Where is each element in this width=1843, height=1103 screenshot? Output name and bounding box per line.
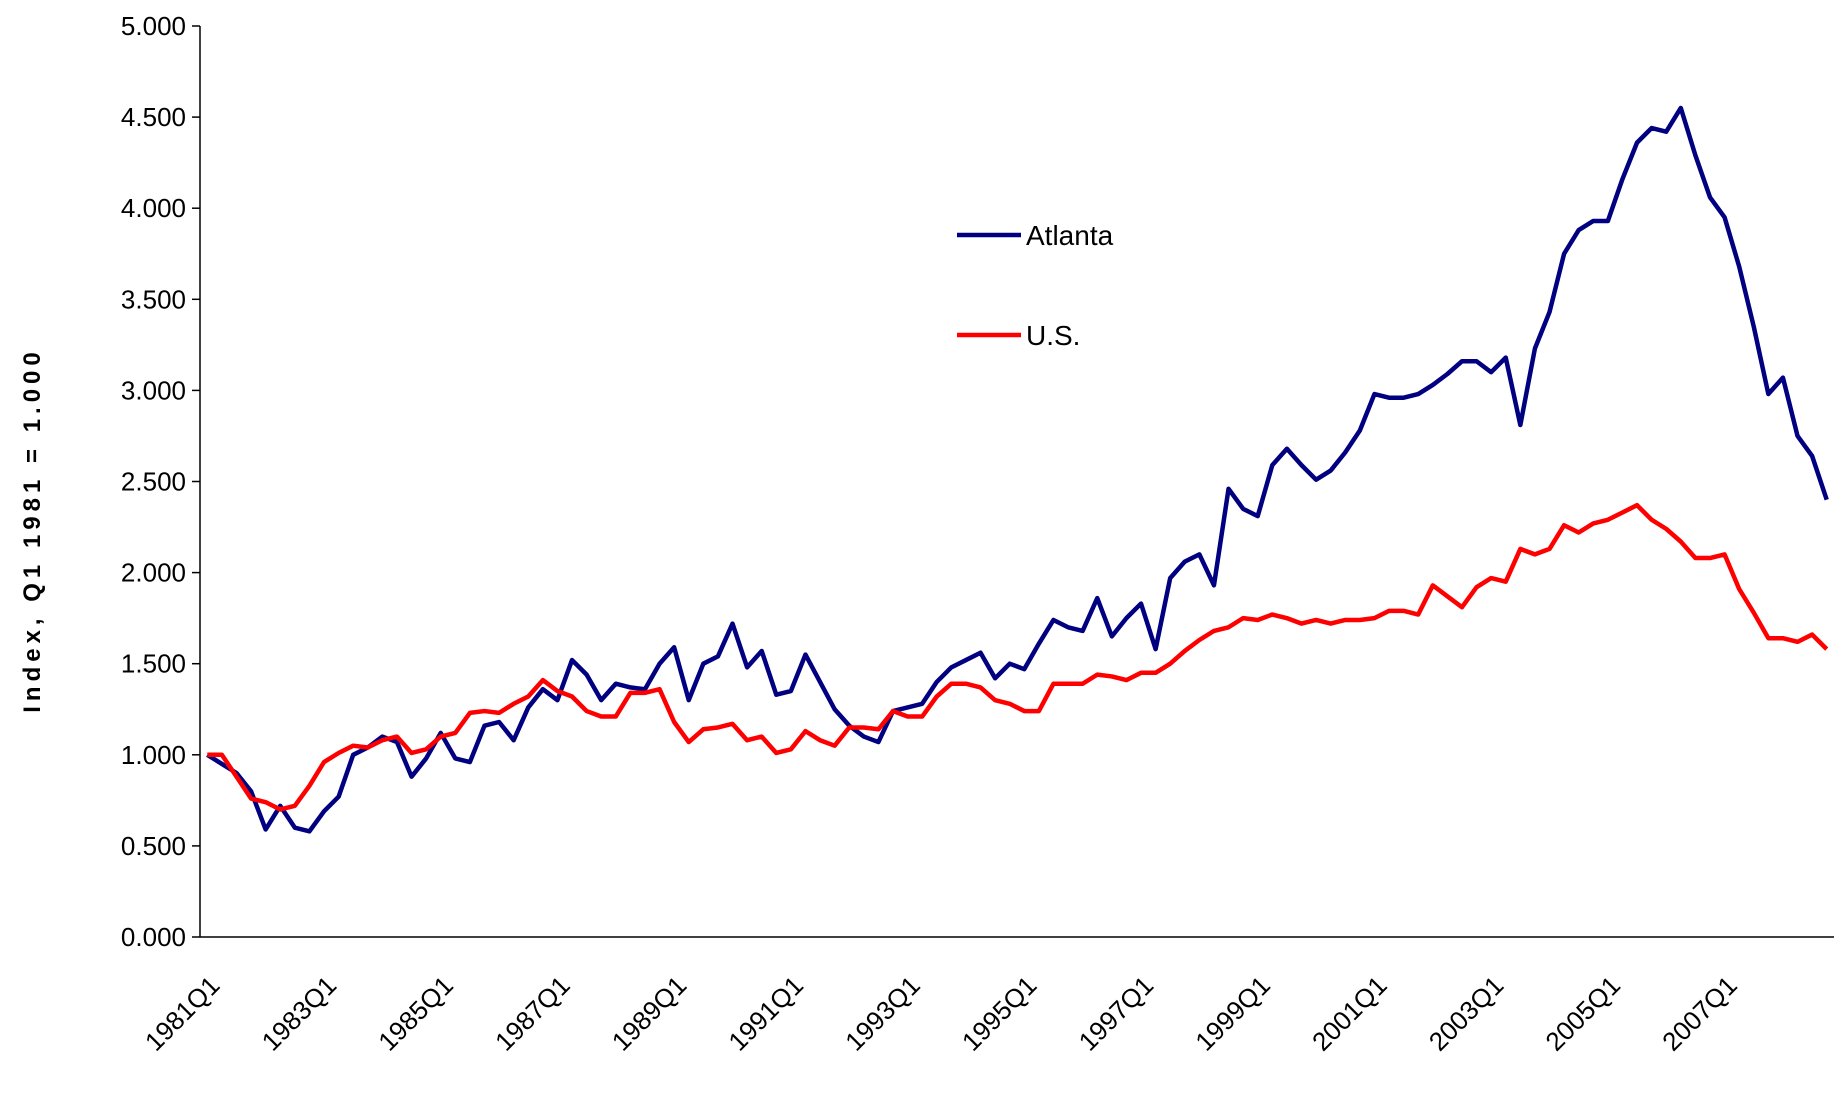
x-tick-label: 1993Q1 (839, 970, 926, 1057)
y-tick-label: 4.500 (121, 102, 186, 132)
y-tick-label: 4.000 (121, 193, 186, 223)
y-tick-label: 1.000 (121, 740, 186, 770)
x-tick-label: 1981Q1 (139, 970, 226, 1057)
x-tick-label: 1983Q1 (256, 970, 343, 1057)
y-tick-label: 3.500 (121, 284, 186, 314)
x-tick-label: 2005Q1 (1539, 970, 1626, 1057)
x-tick-label: 2003Q1 (1423, 970, 1510, 1057)
x-tick-label: 2001Q1 (1306, 970, 1393, 1057)
y-tick-label: 2.500 (121, 467, 186, 497)
x-tick-label: 1989Q1 (606, 970, 693, 1057)
y-tick-label: 0.000 (121, 922, 186, 952)
legend-label: U.S. (1026, 320, 1080, 351)
legend-label: Atlanta (1026, 220, 1114, 251)
x-tick-label: 1987Q1 (489, 970, 576, 1057)
series-line (206, 105, 1829, 834)
y-tick-label: 2.000 (121, 558, 186, 588)
y-tick-label: 0.500 (121, 831, 186, 861)
x-tick-label: 1985Q1 (372, 970, 459, 1057)
x-tick-label: 1997Q1 (1073, 970, 1160, 1057)
y-tick-label: 3.000 (121, 375, 186, 405)
y-tick-label: 5.000 (121, 11, 186, 41)
x-tick-label: 2007Q1 (1656, 970, 1743, 1057)
x-tick-label: 1995Q1 (956, 970, 1043, 1057)
x-tick-label: 1991Q1 (722, 970, 809, 1057)
y-axis-label: Index, Q1 1981 = 1.000 (19, 347, 46, 713)
y-tick-label: 1.500 (121, 649, 186, 679)
x-tick-label: 1999Q1 (1189, 970, 1276, 1057)
series-line (207, 502, 1829, 812)
